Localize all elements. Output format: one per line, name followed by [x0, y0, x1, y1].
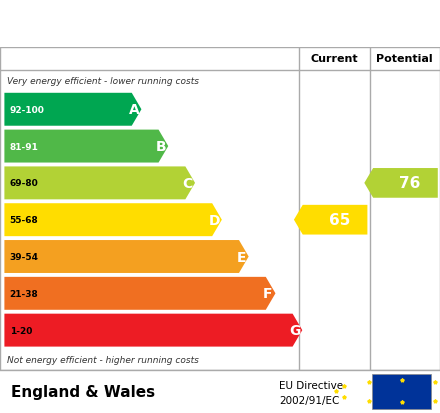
- Text: Very energy efficient - lower running costs: Very energy efficient - lower running co…: [7, 77, 198, 85]
- Text: E: E: [236, 250, 246, 264]
- Polygon shape: [4, 204, 222, 237]
- Polygon shape: [294, 205, 367, 235]
- Text: Current: Current: [311, 54, 358, 64]
- Text: 76: 76: [399, 176, 421, 191]
- Polygon shape: [4, 314, 302, 347]
- Text: 55-68: 55-68: [10, 216, 38, 225]
- Text: A: A: [128, 103, 139, 117]
- Text: G: G: [289, 323, 301, 337]
- Text: 65: 65: [329, 213, 350, 228]
- Text: 39-54: 39-54: [10, 252, 39, 261]
- Text: D: D: [209, 213, 220, 227]
- Text: 21-38: 21-38: [10, 289, 38, 298]
- Text: B: B: [155, 140, 166, 154]
- Polygon shape: [4, 94, 141, 126]
- Text: Energy Efficiency Rating: Energy Efficiency Rating: [11, 14, 299, 34]
- Text: England & Wales: England & Wales: [11, 384, 155, 399]
- Text: 92-100: 92-100: [10, 105, 44, 114]
- Polygon shape: [4, 130, 168, 163]
- Polygon shape: [4, 240, 249, 273]
- Text: Not energy efficient - higher running costs: Not energy efficient - higher running co…: [7, 355, 198, 364]
- Text: 1-20: 1-20: [10, 326, 32, 335]
- Text: C: C: [183, 176, 193, 190]
- Text: Potential: Potential: [377, 54, 433, 64]
- Polygon shape: [4, 167, 195, 200]
- Text: 2002/91/EC: 2002/91/EC: [279, 395, 340, 405]
- Text: 81-91: 81-91: [10, 142, 39, 151]
- Text: 69-80: 69-80: [10, 179, 38, 188]
- Text: EU Directive: EU Directive: [279, 380, 344, 390]
- Polygon shape: [4, 277, 275, 310]
- Polygon shape: [364, 169, 438, 198]
- Text: F: F: [263, 287, 273, 301]
- FancyBboxPatch shape: [372, 374, 431, 409]
